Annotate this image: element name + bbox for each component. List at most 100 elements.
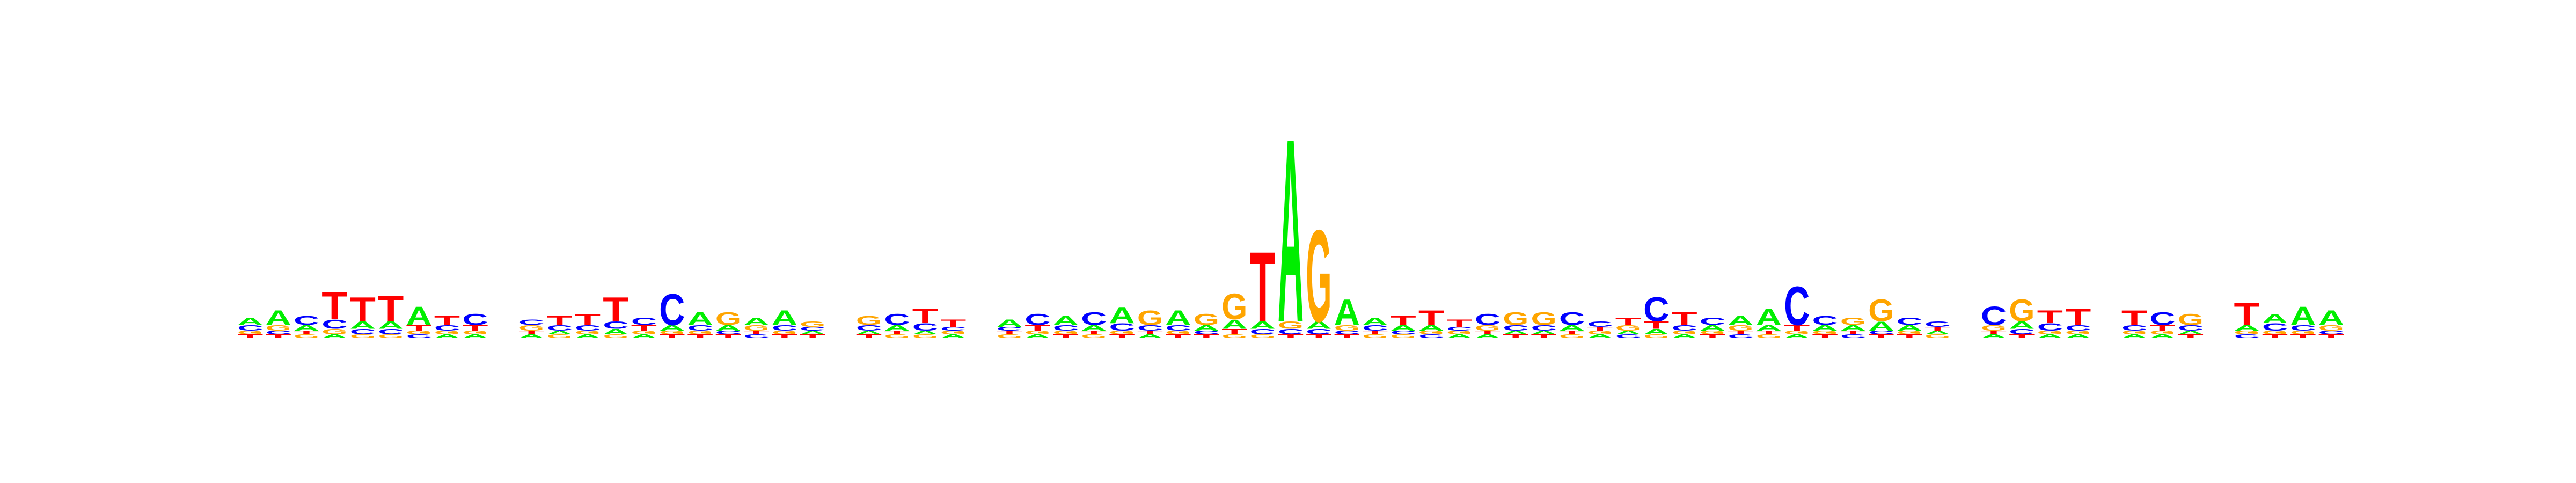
logo-letter-g-col32: G [1109, 330, 1135, 335]
logo-letter-a-col21: A [800, 330, 825, 335]
logo-letter-a-col3: A [294, 324, 319, 332]
logo-letter-a-col56: A [1784, 333, 1810, 339]
logo-letter-c-col32: C [1109, 321, 1135, 333]
logo-letter-t-col23: T [856, 333, 882, 339]
logo-letter-a-col66: A [2065, 333, 2091, 339]
logo-letter-c-col48: C [1559, 309, 1585, 329]
logo-letter-c-col58: C [1840, 333, 1866, 339]
logo-letter-t-col8: T [434, 313, 460, 328]
logo-letter-a-col70: A [2178, 330, 2204, 335]
logo-letter-a-col60: A [1897, 324, 1922, 332]
logo-letter-c-col19: C [743, 333, 769, 339]
logo-letter-g-col45: G [1475, 324, 1501, 333]
logo-letter-g-col3: G [294, 333, 319, 339]
logo-letter-c-col3: C [294, 313, 319, 328]
logo-letter-a-col12: A [546, 330, 572, 335]
logo-letter-t-col73: T [2262, 333, 2288, 339]
logo-letter-t-col9: T [462, 324, 488, 332]
logo-letter-t-col47: T [1531, 333, 1556, 339]
logo-letter-c-col61: C [1924, 320, 1950, 328]
logo-letter-a-col8: A [434, 333, 460, 339]
logo-letter-g-col1: G [237, 330, 263, 335]
logo-letter-t-col70: T [2178, 333, 2204, 339]
logo-letter-t-col7: T [406, 324, 432, 332]
logo-letter-c-col45: C [1475, 311, 1501, 328]
logo-letter-g-col7: G [406, 330, 431, 335]
logo-letter-t-col35: T [1194, 333, 1219, 339]
logo-letter-a-col6: A [378, 319, 404, 331]
logo-letter-a-col25: A [912, 330, 938, 335]
logo-letter-a-col5: A [350, 319, 376, 331]
logo-letter-t-col5: T [350, 291, 376, 329]
logo-letter-c-col5: C [350, 327, 376, 336]
logo-letter-c-col28: C [997, 326, 1022, 332]
logo-letter-t-col25: T [912, 304, 938, 327]
logo-letter-a-col54: A [1728, 313, 1753, 328]
logo-letter-a-col61: A [1924, 330, 1950, 335]
logo-letter-g-col36: G [1221, 333, 1247, 339]
logo-letter-a-col31: A [1081, 324, 1107, 332]
logo-letter-g-col49: G [1587, 330, 1613, 335]
logo-letter-a-col74: A [2290, 302, 2316, 331]
logo-letter-a-col44: A [1446, 333, 1472, 339]
logo-letter-c-col6: C [378, 327, 404, 336]
logo-letter-c-col23: C [856, 324, 882, 332]
logo-letter-g-col42: G [1390, 333, 1416, 339]
logo-letter-c-col13: C [575, 324, 601, 332]
logo-letter-g-col33: G [1137, 306, 1163, 330]
logo-letter-t-col56: T [1784, 324, 1810, 332]
logo-letter-a-col73: A [2262, 311, 2288, 326]
logo-letter-c-col46: C [1503, 324, 1528, 332]
logo-letter-g-col52: G [1671, 330, 1697, 335]
logo-letter-g-col55: G [1756, 333, 1782, 339]
logo-letter-c-col63: C [1981, 302, 2007, 331]
logo-letter-t-col66: T [2065, 304, 2091, 331]
logo-letter-g-col34: G [1165, 330, 1191, 335]
logo-letter-g-col31: G [1081, 333, 1107, 339]
logo-letter-t-col29: T [1024, 324, 1051, 332]
logo-letter-c-col15: C [631, 316, 657, 327]
logo-letter-t-col31: T [1081, 330, 1107, 335]
logo-letter-a-col42: A [1390, 324, 1416, 332]
logo-letter-g-col54: G [1728, 324, 1753, 333]
logo-letter-g-col50: G [1615, 324, 1641, 333]
logo-letter-a-col2: A [265, 306, 291, 330]
logo-letter-t-col39: T [1306, 333, 1331, 339]
logo-letter-a-col43: A [1418, 324, 1444, 332]
logo-letter-g-col48: G [1559, 333, 1585, 339]
logo-letter-c-col41: C [1362, 324, 1388, 332]
logo-letter-t-col24: T [884, 330, 910, 335]
logo-letter-t-col40: T [1334, 333, 1360, 339]
logo-letter-g-col44: G [1446, 330, 1472, 335]
logo-letter-g-col63: G [1981, 324, 2007, 333]
logo-letter-t-col53: T [1700, 333, 1725, 339]
logo-letter-c-col9: C [462, 311, 488, 328]
logo-letter-t-col13: T [575, 311, 601, 328]
logo-letter-g-col6: G [378, 333, 404, 339]
logo-letter-t-col41: T [1362, 330, 1388, 335]
logo-letter-a-col29: A [1024, 333, 1050, 339]
logo-letter-t-col2: T [265, 333, 291, 339]
logo-letter-t-col51: T [1643, 319, 1669, 331]
logo-letter-c-col43: C [1418, 333, 1444, 339]
logo-letter-t-col60: T [1897, 333, 1922, 339]
logo-letter-a-col1: A [237, 316, 263, 327]
logo-letter-c-col57: C [1812, 313, 1838, 328]
logo-letter-t-col1: T [237, 333, 263, 339]
logo-letter-a-col57: A [1812, 324, 1838, 332]
logo-letter-c-col44: C [1446, 326, 1472, 332]
logo-letter-c-col70: C [2178, 324, 2204, 332]
logo-letter-g-col53: G [1700, 330, 1725, 335]
logo-letter-g-col20: G [772, 330, 797, 335]
logo-letter-g-col21: G [800, 320, 825, 329]
logo-letter-a-col65: A [2037, 333, 2063, 339]
logo-letter-c-col74: C [2290, 324, 2316, 332]
logo-letter-a-col55: A [1756, 324, 1782, 332]
logo-letter-a-col33: A [1137, 333, 1163, 339]
logo-letter-c-col18: C [715, 330, 741, 335]
logo-letter-c-col49: C [1587, 320, 1613, 328]
logo-letter-g-col43: G [1418, 330, 1444, 335]
logo-letter-t-col37: T [1249, 232, 1275, 343]
logo-letter-t-col55: T [1756, 330, 1782, 335]
logo-letter-c-col73: C [2262, 321, 2288, 333]
